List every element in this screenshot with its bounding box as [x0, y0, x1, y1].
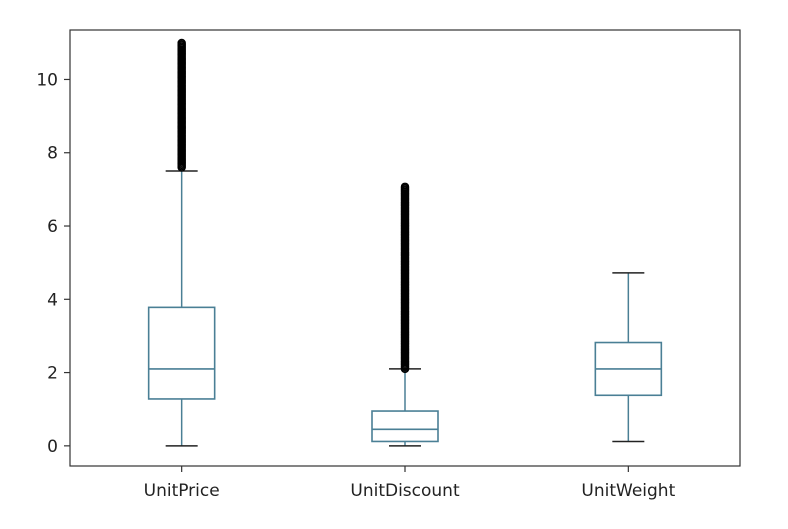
x-axis: UnitPrice UnitDiscount UnitWeight: [144, 466, 676, 501]
box-series: [147, 38, 663, 447]
y-tick-label: 10: [36, 70, 58, 90]
y-axis: 0 2 4 6 8 10: [36, 70, 70, 457]
y-tick-label: 6: [47, 217, 58, 237]
x-tick-label: UnitDiscount: [350, 481, 460, 501]
outlier-point: [177, 38, 186, 48]
box-unitprice: [147, 38, 216, 447]
y-tick-label: 4: [47, 290, 58, 310]
iqr-box: [147, 306, 216, 400]
iqr-box: [371, 410, 439, 443]
y-tick-label: 8: [47, 144, 58, 164]
x-tick-label: UnitPrice: [144, 481, 220, 501]
box-unitweight: [594, 272, 663, 443]
y-tick-label: 2: [47, 364, 58, 384]
x-tick-label: UnitWeight: [581, 481, 675, 501]
y-tick-label: 0: [47, 437, 58, 457]
box-unitdiscount: [371, 182, 439, 447]
outlier-point: [400, 182, 410, 192]
